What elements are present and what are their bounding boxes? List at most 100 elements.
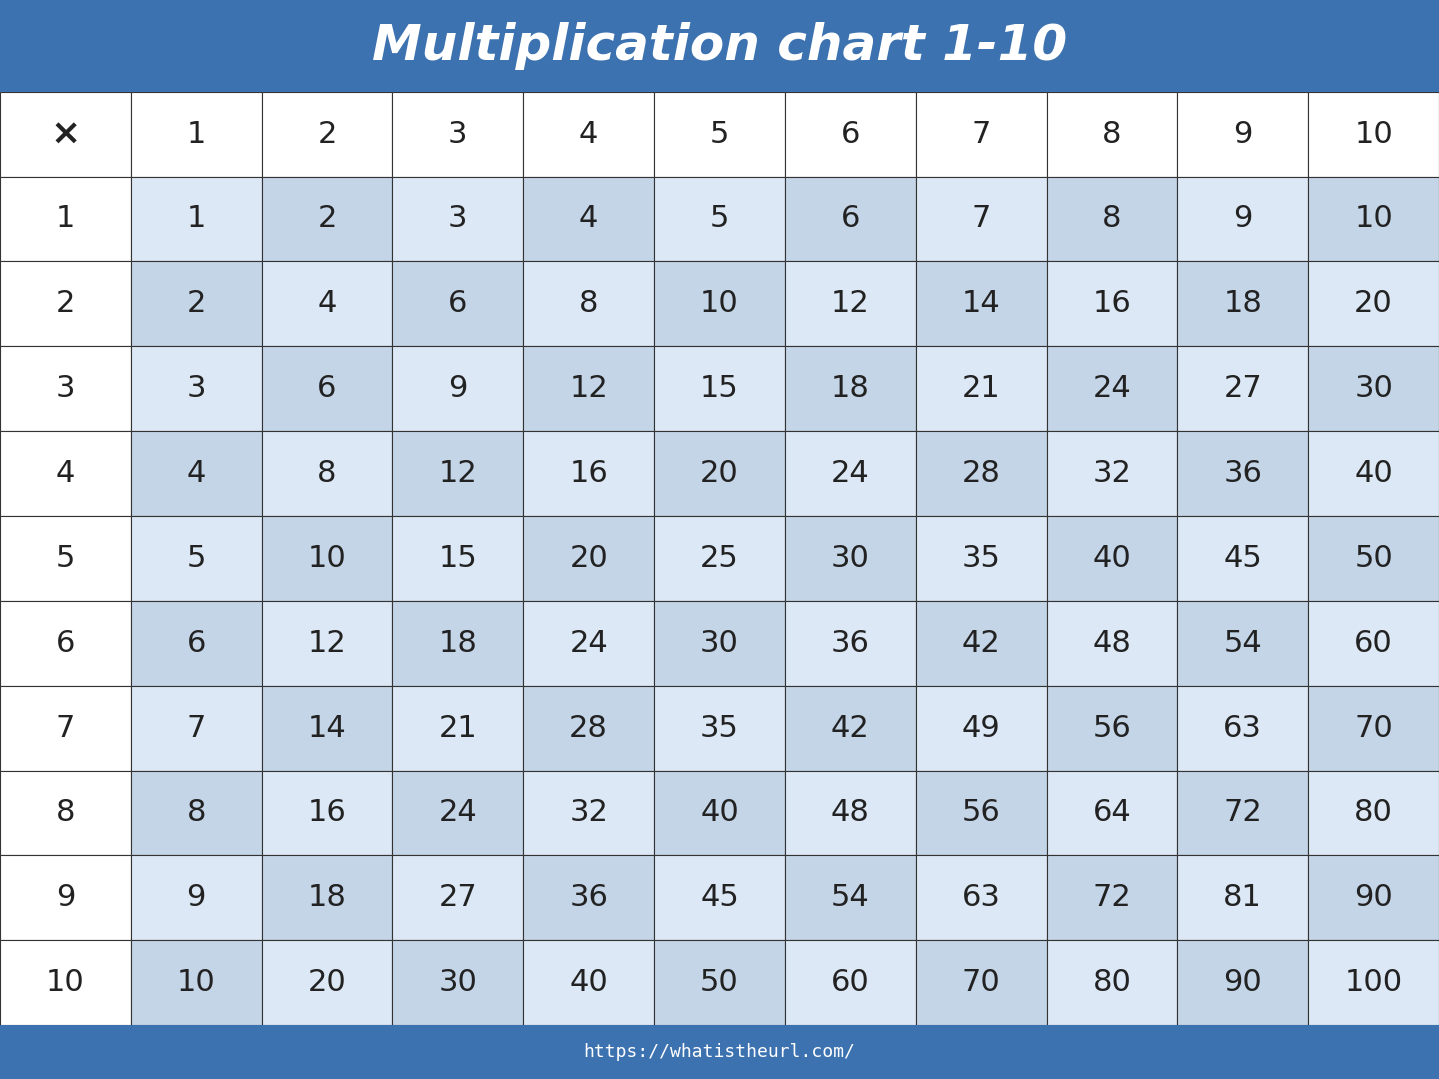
Text: 10: 10	[46, 968, 85, 997]
Text: 50: 50	[1354, 544, 1393, 573]
Text: 18: 18	[830, 374, 869, 404]
Text: 3: 3	[448, 205, 468, 233]
Text: 90: 90	[1354, 884, 1393, 912]
Text: 5: 5	[187, 544, 206, 573]
Text: 2: 2	[56, 289, 75, 318]
Text: 60: 60	[1354, 629, 1393, 658]
Text: 2: 2	[318, 205, 337, 233]
Text: 70: 70	[961, 968, 1000, 997]
Text: 4: 4	[56, 459, 75, 488]
Text: 54: 54	[1223, 629, 1262, 658]
Text: 81: 81	[1223, 884, 1262, 912]
Text: 5: 5	[709, 120, 730, 149]
Text: 20: 20	[701, 459, 738, 488]
Text: 30: 30	[699, 629, 740, 658]
Text: 12: 12	[308, 629, 347, 658]
Text: 15: 15	[439, 544, 478, 573]
Text: 36: 36	[570, 884, 609, 912]
Text: 2: 2	[318, 120, 337, 149]
Text: 4: 4	[318, 289, 337, 318]
Text: 6: 6	[448, 289, 468, 318]
Text: 36: 36	[1223, 459, 1262, 488]
Text: 48: 48	[1092, 629, 1131, 658]
Text: 45: 45	[701, 884, 738, 912]
Text: 42: 42	[961, 629, 1000, 658]
Text: 21: 21	[961, 374, 1000, 404]
Text: 10: 10	[308, 544, 347, 573]
Text: 20: 20	[308, 968, 347, 997]
Text: 72: 72	[1223, 798, 1262, 828]
Text: 45: 45	[1223, 544, 1262, 573]
Text: 7: 7	[971, 120, 991, 149]
Text: https://whatistheurl.com/: https://whatistheurl.com/	[584, 1043, 855, 1061]
Text: 100: 100	[1344, 968, 1403, 997]
Text: Multiplication chart 1-10: Multiplication chart 1-10	[371, 22, 1068, 70]
Text: 8: 8	[317, 459, 337, 488]
Text: 16: 16	[570, 459, 609, 488]
Text: 9: 9	[448, 374, 468, 404]
Text: 30: 30	[439, 968, 478, 997]
Text: 6: 6	[840, 120, 861, 149]
Text: 40: 40	[1354, 459, 1393, 488]
Text: 9: 9	[1233, 205, 1252, 233]
Text: 32: 32	[570, 798, 609, 828]
Text: 9: 9	[187, 884, 206, 912]
Text: 80: 80	[1092, 968, 1131, 997]
Text: 8: 8	[56, 798, 75, 828]
Text: 60: 60	[830, 968, 869, 997]
Text: 4: 4	[187, 459, 206, 488]
Text: 7: 7	[187, 713, 206, 742]
Text: 18: 18	[308, 884, 347, 912]
Text: 56: 56	[1092, 713, 1131, 742]
Text: 25: 25	[701, 544, 738, 573]
Text: 63: 63	[961, 884, 1000, 912]
Text: 4: 4	[578, 205, 599, 233]
Text: 7: 7	[971, 205, 991, 233]
Text: 1: 1	[56, 205, 75, 233]
Text: 10: 10	[701, 289, 738, 318]
Text: 24: 24	[570, 629, 609, 658]
Text: 6: 6	[187, 629, 206, 658]
Text: 12: 12	[570, 374, 609, 404]
Text: 72: 72	[1092, 884, 1131, 912]
Text: 49: 49	[961, 713, 1000, 742]
Text: 6: 6	[318, 374, 337, 404]
Text: 9: 9	[1233, 120, 1252, 149]
Text: 28: 28	[570, 713, 609, 742]
Text: 35: 35	[961, 544, 1000, 573]
Text: 32: 32	[1092, 459, 1131, 488]
Text: 6: 6	[840, 205, 861, 233]
Text: 40: 40	[701, 798, 738, 828]
Text: 8: 8	[1102, 205, 1122, 233]
Text: 12: 12	[830, 289, 869, 318]
Text: 48: 48	[830, 798, 869, 828]
Text: 24: 24	[1092, 374, 1131, 404]
Text: 36: 36	[830, 629, 869, 658]
Text: 20: 20	[1354, 289, 1393, 318]
Text: 63: 63	[1223, 713, 1262, 742]
Text: 54: 54	[830, 884, 869, 912]
Text: 16: 16	[1092, 289, 1131, 318]
Text: 12: 12	[439, 459, 478, 488]
Text: 5: 5	[56, 544, 75, 573]
Text: 40: 40	[570, 968, 609, 997]
Text: 9: 9	[56, 884, 75, 912]
Text: 7: 7	[56, 713, 75, 742]
Text: 64: 64	[1092, 798, 1131, 828]
Text: 1: 1	[187, 205, 206, 233]
Text: 18: 18	[439, 629, 478, 658]
Text: 50: 50	[701, 968, 738, 997]
Text: 14: 14	[961, 289, 1000, 318]
Text: 3: 3	[56, 374, 75, 404]
Text: 24: 24	[439, 798, 478, 828]
Text: 42: 42	[830, 713, 869, 742]
Text: 30: 30	[1354, 374, 1393, 404]
Text: 56: 56	[961, 798, 1000, 828]
Text: 20: 20	[570, 544, 609, 573]
Text: 27: 27	[439, 884, 478, 912]
Text: 35: 35	[699, 713, 740, 742]
Text: 15: 15	[701, 374, 738, 404]
Text: 4: 4	[578, 120, 599, 149]
Text: 3: 3	[187, 374, 206, 404]
Text: 70: 70	[1354, 713, 1393, 742]
